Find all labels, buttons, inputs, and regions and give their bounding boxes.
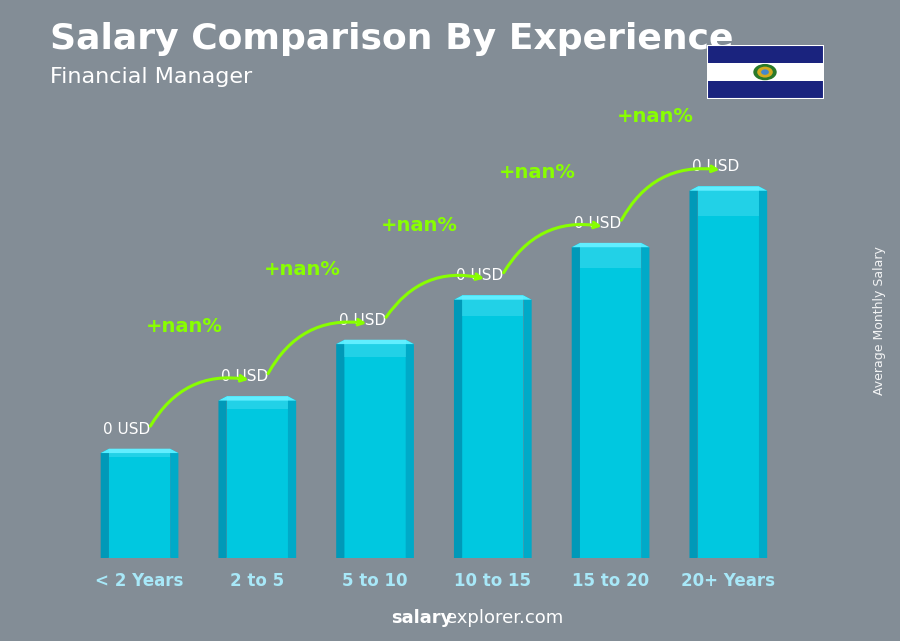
- Bar: [345, 340, 406, 357]
- Polygon shape: [524, 296, 532, 561]
- Bar: [706, 63, 824, 81]
- Text: +nan%: +nan%: [264, 260, 340, 279]
- Bar: [706, 81, 824, 99]
- Polygon shape: [759, 187, 767, 561]
- Bar: [109, 449, 170, 558]
- Bar: [698, 187, 759, 558]
- Text: 0 USD: 0 USD: [456, 268, 504, 283]
- Text: salary: salary: [392, 609, 453, 627]
- Polygon shape: [101, 449, 109, 561]
- Polygon shape: [337, 340, 345, 561]
- Bar: [345, 340, 406, 558]
- Text: 0 USD: 0 USD: [338, 313, 386, 328]
- Polygon shape: [454, 296, 532, 300]
- Bar: [109, 449, 170, 458]
- Text: +nan%: +nan%: [382, 216, 458, 235]
- Bar: [706, 45, 824, 63]
- Polygon shape: [288, 396, 296, 561]
- Bar: [463, 296, 524, 316]
- Text: Salary Comparison By Experience: Salary Comparison By Experience: [50, 22, 733, 56]
- Polygon shape: [337, 340, 414, 344]
- Polygon shape: [454, 296, 463, 561]
- Polygon shape: [101, 449, 178, 453]
- Circle shape: [757, 67, 773, 78]
- Bar: [698, 187, 759, 216]
- Text: explorer.com: explorer.com: [446, 609, 563, 627]
- Text: Financial Manager: Financial Manager: [50, 67, 252, 87]
- Circle shape: [761, 69, 769, 75]
- Text: 0 USD: 0 USD: [103, 422, 150, 437]
- Text: Average Monthly Salary: Average Monthly Salary: [874, 246, 886, 395]
- Polygon shape: [406, 340, 414, 561]
- Bar: [580, 243, 641, 268]
- Polygon shape: [219, 396, 227, 561]
- Text: 0 USD: 0 USD: [574, 216, 621, 231]
- Text: +nan%: +nan%: [500, 163, 576, 182]
- Polygon shape: [170, 449, 178, 561]
- Polygon shape: [689, 187, 767, 191]
- Polygon shape: [689, 187, 698, 561]
- Circle shape: [753, 64, 777, 80]
- Bar: [463, 296, 524, 558]
- Text: 0 USD: 0 USD: [692, 159, 739, 174]
- Bar: [227, 396, 288, 558]
- Polygon shape: [641, 243, 650, 561]
- Text: +nan%: +nan%: [616, 107, 694, 126]
- Polygon shape: [219, 396, 296, 401]
- Text: +nan%: +nan%: [146, 317, 222, 336]
- Bar: [227, 396, 288, 409]
- Text: 0 USD: 0 USD: [220, 369, 268, 384]
- Bar: [580, 243, 641, 558]
- Polygon shape: [572, 243, 580, 561]
- Polygon shape: [572, 243, 650, 247]
